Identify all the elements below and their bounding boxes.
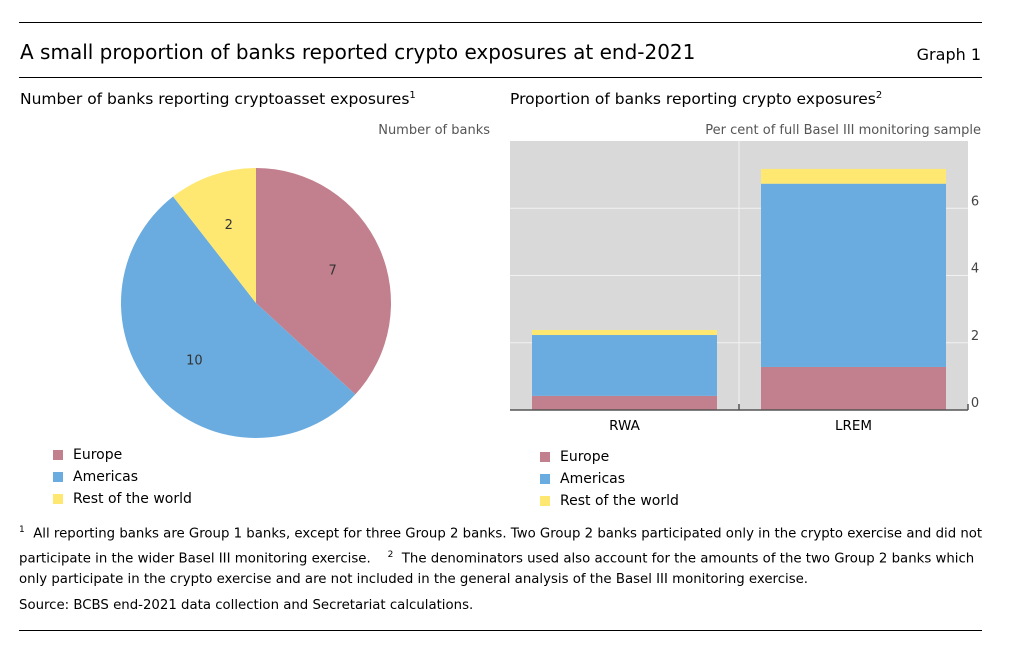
y-tick-label: 0: [971, 396, 979, 411]
bar-title-text: Proportion of banks reporting crypto exp…: [510, 90, 876, 109]
legend-label: Rest of the world: [73, 491, 192, 507]
x-tick-label: LREM: [835, 418, 872, 434]
legend-item-americas: Americas: [53, 466, 192, 488]
pie-title-footnote: 1: [409, 90, 416, 101]
title-rule: [19, 77, 982, 78]
x-tick-label: RWA: [609, 418, 640, 434]
pie-data-label: 10: [186, 354, 203, 369]
pie-slice-americas: [121, 196, 356, 438]
page-title: A small proportion of banks reported cry…: [20, 40, 696, 64]
y-tick-label: 6: [971, 194, 979, 209]
pie-data-label: 2: [225, 218, 233, 233]
bar-title-footnote: 2: [875, 90, 883, 101]
y-tick-label: 4: [971, 262, 979, 277]
bottom-rule: [19, 630, 982, 631]
bar-legend: Europe Americas Rest of the world: [540, 446, 679, 512]
pie-slice-europe: [256, 168, 391, 395]
legend-swatch: [540, 452, 550, 462]
legend-label: Europe: [73, 447, 123, 463]
pie-title: Number of banks reporting cryptoasset ex…: [20, 90, 416, 108]
y-tick-label: 2: [971, 329, 979, 344]
legend-swatch: [53, 450, 63, 460]
legend-item-rest-of-world: Rest of the world: [53, 488, 192, 510]
footnote-2: The denominators used also account for t…: [19, 551, 975, 587]
bar-title: Proportion of banks reporting crypto exp…: [510, 90, 882, 108]
legend-item-americas: Americas: [540, 468, 679, 490]
legend-item-rest-of-world: Rest of the world: [540, 490, 679, 512]
legend-item-europe: Europe: [540, 446, 679, 468]
legend-label: Americas: [560, 471, 626, 487]
legend-label: Americas: [73, 469, 139, 485]
bar-lrem-europe: [761, 366, 946, 410]
pie-data-label: 7: [329, 263, 337, 278]
footnote-1-marker: 1: [19, 525, 25, 535]
footnotes: 1 All reporting banks are Group 1 banks,…: [19, 520, 989, 590]
footnote-1: All reporting banks are Group 1 banks, e…: [19, 526, 983, 567]
legend-swatch: [53, 494, 63, 504]
bar-rwa-americas: [532, 335, 717, 396]
bar-rwa-rest-of-the-world: [532, 329, 717, 336]
bar-unit-label: Per cent of full Basel III monitoring sa…: [705, 123, 981, 138]
graph-label: Graph 1: [916, 45, 981, 64]
legend-label: Europe: [560, 449, 610, 465]
legend-swatch: [540, 474, 550, 484]
bar-lrem-rest-of-the-world: [761, 168, 946, 184]
bar-lrem-americas: [761, 183, 946, 367]
legend-label: Rest of the world: [560, 493, 679, 509]
pie-title-text: Number of banks reporting cryptoasset ex…: [20, 90, 410, 109]
bar-rwa-europe: [532, 395, 717, 410]
pie-slice-rest-of-the-world: [173, 168, 256, 303]
pie-unit-label: Number of banks: [378, 123, 490, 138]
footnote-2-marker: 2: [387, 549, 394, 560]
pie-legend: Europe Americas Rest of the world: [53, 444, 192, 510]
source-note: Source: BCBS end-2021 data collection an…: [19, 598, 474, 613]
pie-chart: 7 10 2: [121, 168, 391, 438]
legend-swatch: [53, 472, 63, 482]
bar-chart: 0 2 4 6 RWA LREM: [510, 141, 979, 434]
legend-item-europe: Europe: [53, 444, 192, 466]
legend-swatch: [540, 496, 550, 506]
top-rule: [19, 22, 982, 23]
